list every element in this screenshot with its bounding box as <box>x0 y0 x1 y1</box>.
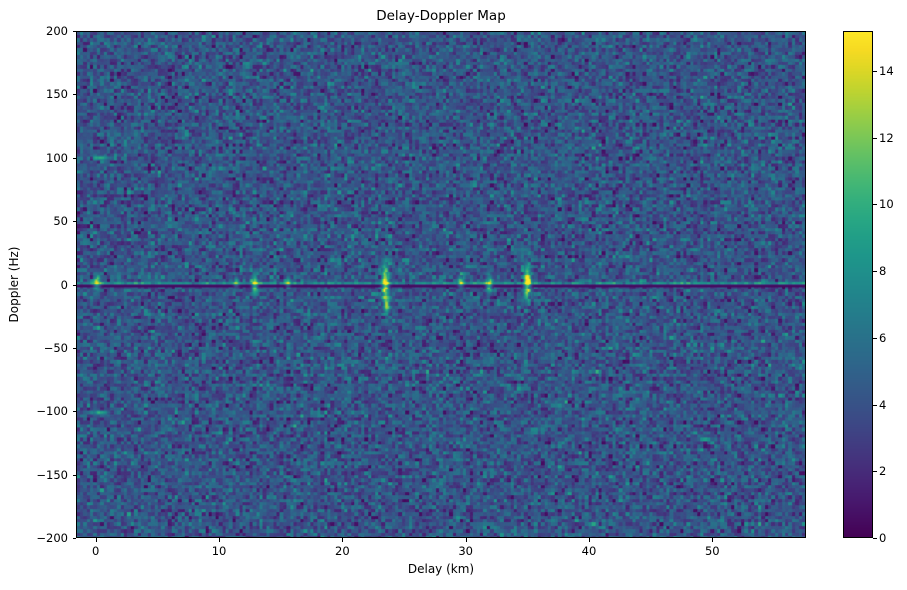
colorbar-tick-label: 6 <box>879 330 887 345</box>
colorbar-tick-label: 14 <box>879 64 894 79</box>
x-tick-mark <box>589 538 590 542</box>
colorbar-tick-mark <box>873 471 877 472</box>
x-tick-label: 40 <box>581 544 597 558</box>
x-axis-label: Delay (km) <box>407 562 475 576</box>
colorbar-tick-mark <box>873 405 877 406</box>
colorbar-tick-label: 2 <box>879 464 887 479</box>
colorbar-gradient <box>844 32 872 537</box>
colorbar-tick-mark <box>873 538 877 539</box>
colorbar-tick-mark <box>873 271 877 272</box>
x-tick-mark <box>342 538 343 542</box>
heatmap-image <box>77 32 805 537</box>
colorbar-tick-label: 0 <box>879 531 887 545</box>
x-tick-label: 50 <box>704 544 720 558</box>
y-axis-label: Doppler (Hz) <box>7 246 21 323</box>
x-tick-label: 0 <box>92 544 100 558</box>
colorbar-tick-label: 8 <box>879 264 887 279</box>
delay-doppler-plot-area[interactable] <box>76 31 806 538</box>
x-tick-label: 20 <box>335 544 350 558</box>
colorbar-tick-label: 4 <box>879 397 887 412</box>
colorbar-tick-mark <box>873 338 877 339</box>
x-tick-label: 10 <box>211 544 227 558</box>
colorbar-tick-label: 10 <box>879 197 894 212</box>
colorbar-tick-mark <box>873 138 877 139</box>
colorbar-tick-mark <box>873 71 877 72</box>
page-title: Delay-Doppler Map <box>376 8 506 24</box>
x-tick-mark <box>466 538 467 542</box>
x-tick-mark <box>219 538 220 542</box>
x-tick-mark <box>96 538 97 542</box>
colorbar-tick-label: 12 <box>879 130 894 145</box>
colorbar[interactable] <box>843 31 873 538</box>
y-tick-mark <box>72 538 76 539</box>
colorbar-tick-mark <box>873 204 877 205</box>
x-tick-label: 30 <box>458 544 473 558</box>
x-tick-mark <box>712 538 713 542</box>
